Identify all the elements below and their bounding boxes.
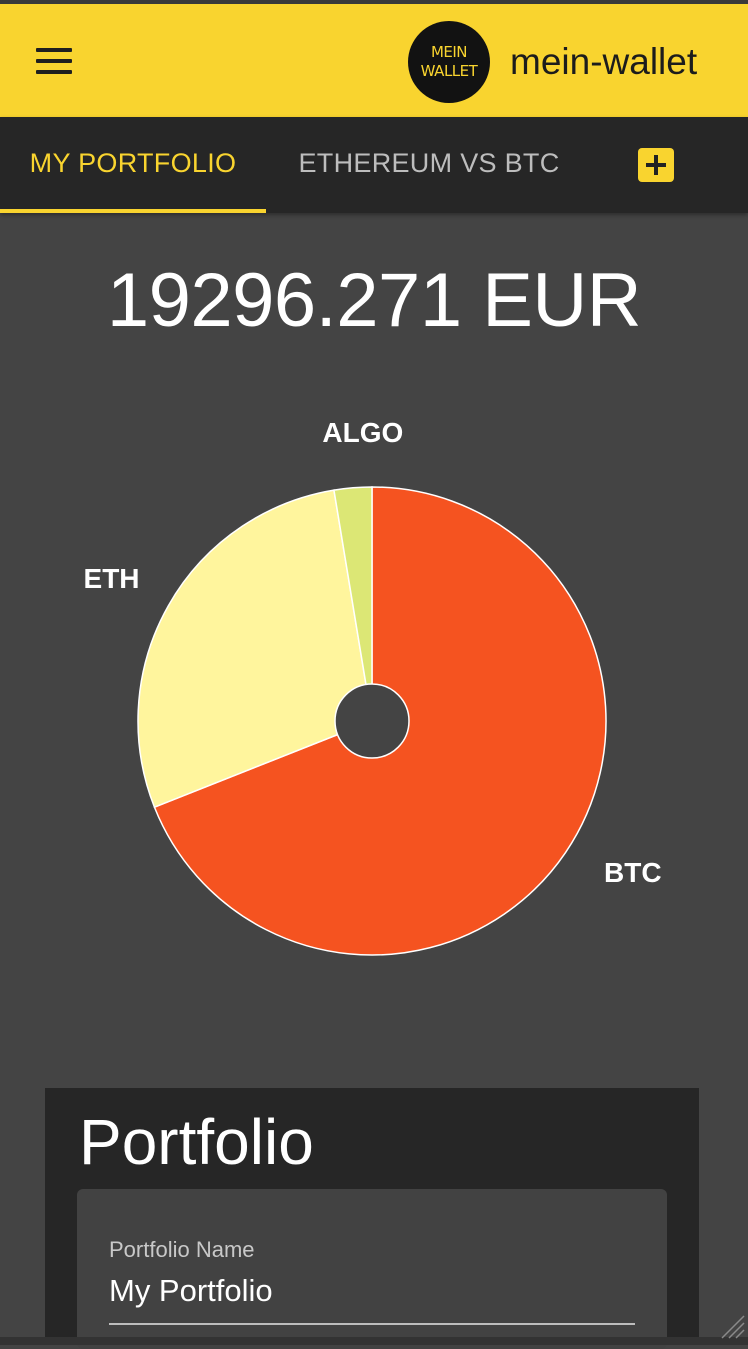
pie-slice-eth[interactable]	[137, 489, 373, 809]
plus-icon[interactable]	[638, 148, 674, 182]
menu-icon-bar	[36, 70, 72, 74]
portfolio-card-title: Portfolio	[79, 1106, 314, 1178]
pie-slice-algo[interactable]	[333, 486, 373, 722]
tab-ethereum-vs-btc[interactable]: ETHEREUM VS BTC	[266, 117, 592, 213]
pie-label-eth: ETH	[83, 562, 140, 594]
portfolio-card: Portfolio Portfolio Name	[45, 1088, 699, 1349]
tab-label: MY PORTFOLIO	[29, 148, 237, 178]
resize-grip-icon[interactable]	[718, 1312, 746, 1340]
portfolio-pie-chart	[137, 486, 607, 956]
portfolio-total-value: 19296.271 EUR	[106, 258, 642, 343]
field-underline	[109, 1323, 635, 1325]
menu-icon-bar	[36, 48, 72, 52]
window-top-edge	[0, 0, 748, 4]
app-bar: MEIN WALLET mein-wallet	[0, 4, 748, 117]
portfolio-name-input[interactable]	[109, 1271, 629, 1311]
window-bottom-edge	[0, 1337, 748, 1345]
pie-label-algo: ALGO	[322, 416, 404, 448]
portfolio-name-label: Portfolio Name	[109, 1237, 255, 1262]
tab-bar: MY PORTFOLIO ETHEREUM VS BTC	[0, 117, 748, 213]
tab-my-portfolio[interactable]: MY PORTFOLIO	[0, 117, 266, 213]
logo-text-line2: WALLET	[420, 62, 478, 80]
pie-donut-hole	[334, 683, 410, 759]
plus-icon-vertical	[654, 155, 658, 175]
menu-icon-bar	[36, 59, 72, 63]
portfolio-name-field: Portfolio Name	[77, 1189, 667, 1349]
app-title: mein-wallet	[510, 41, 698, 82]
active-tab-indicator	[0, 209, 266, 213]
tab-label: ETHEREUM VS BTC	[298, 148, 560, 178]
hamburger-menu-icon[interactable]	[26, 38, 80, 84]
wallet-logo: MEIN WALLET	[408, 21, 490, 103]
pie-label-btc: BTC	[604, 857, 662, 889]
logo-text-line1: MEIN	[430, 43, 468, 61]
